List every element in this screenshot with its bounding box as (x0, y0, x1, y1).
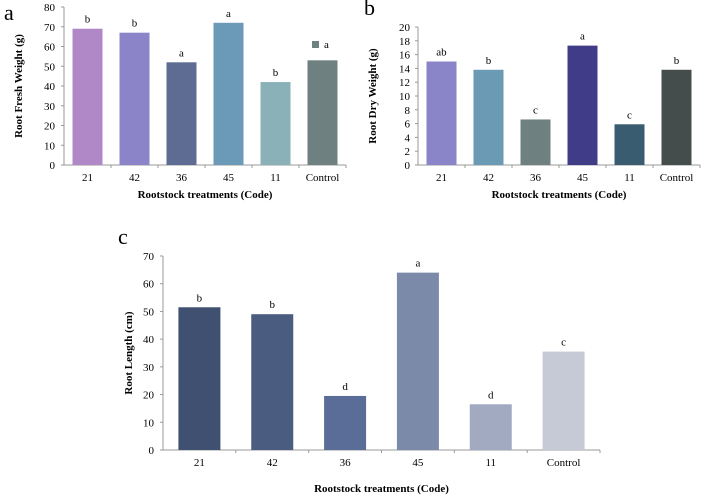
x-tick-label: 45 (577, 172, 589, 184)
x-tick-label: 11 (485, 457, 496, 469)
significance-letter: b (197, 292, 203, 304)
significance-letter: d (488, 389, 494, 401)
bar-45 (213, 22, 244, 165)
x-tick-label: 36 (530, 172, 542, 184)
y-tick-label: 14 (399, 63, 411, 75)
y-tick-label: 60 (44, 42, 56, 54)
y-tick-label: 12 (399, 77, 410, 89)
bar-11 (260, 82, 291, 165)
bar-21 (72, 28, 103, 165)
significance-letter: d (342, 381, 348, 393)
bar-42 (251, 314, 294, 450)
bar-11 (469, 404, 512, 450)
y-tick-label: 40 (143, 334, 155, 346)
x-axis-title: Rootstock treatments (Code) (138, 189, 273, 201)
x-tick-label: 42 (129, 172, 140, 184)
y-axis-title: Root Fresh Weight (g) (13, 34, 25, 138)
bar-Control (542, 351, 585, 450)
x-tick-label: 45 (223, 172, 235, 184)
y-tick-label: 50 (143, 306, 155, 318)
significance-letter: c (561, 337, 566, 349)
y-axis-title: Root Dry Weight (g) (367, 48, 379, 144)
x-tick-label: 36 (176, 172, 188, 184)
bar-21 (426, 61, 457, 165)
significance-letter: a (179, 47, 184, 59)
legend-swatch (312, 41, 319, 48)
x-tick-label: 21 (194, 457, 205, 469)
legend-label: a (324, 39, 329, 51)
y-tick-label: 10 (399, 91, 411, 103)
x-axis-title: Rootstock treatments (Code) (314, 483, 449, 495)
significance-letter: b (486, 55, 492, 67)
significance-letter: b (132, 18, 138, 30)
chart-panel-c: c 0 10 20 30 40 50 60 70 b 21 b 42 d 36 a 45 d 11 c Control R… (118, 224, 601, 495)
y-tick-label: 80 (44, 2, 56, 14)
bar-Control (307, 60, 338, 166)
bar-Control (661, 69, 692, 165)
y-tick-label: 8 (405, 105, 411, 117)
y-tick-label: 2 (405, 146, 411, 158)
y-tick-label: 0 (149, 445, 155, 457)
y-tick-label: 16 (399, 50, 411, 62)
x-tick-label: 36 (340, 457, 352, 469)
significance-letter: a (415, 258, 420, 270)
y-axis-title: Root Length (cm) (123, 311, 135, 394)
chart-panel-a: a 0 10 20 30 40 50 60 70 80 b 21 b 42 a 36 a 45 b 11 Control… (4, 0, 347, 201)
significance-letter: a (226, 8, 231, 20)
significance-letter: ab (436, 47, 447, 59)
x-tick-label: 11 (270, 172, 281, 184)
x-tick-label: 11 (624, 172, 635, 184)
y-tick-label: 30 (143, 362, 155, 374)
significance-letter: b (85, 14, 91, 26)
significance-letter: b (674, 55, 680, 67)
bar-11 (614, 124, 645, 165)
y-tick-label: 30 (44, 101, 56, 113)
x-axis-title: Rootstock treatments (Code) (492, 189, 627, 201)
y-tick-label: 70 (143, 251, 155, 263)
significance-letter: c (627, 109, 632, 121)
significance-letter: b (273, 67, 279, 79)
x-tick-label: 42 (267, 457, 278, 469)
significance-letter: b (270, 299, 276, 311)
x-tick-label: Control (660, 172, 694, 184)
y-tick-label: 20 (143, 390, 155, 402)
x-tick-label: 21 (82, 172, 93, 184)
y-tick-label: 4 (405, 132, 411, 144)
y-tick-label: 0 (405, 160, 411, 172)
significance-letter: c (533, 104, 538, 116)
y-tick-label: 60 (143, 279, 155, 291)
panel-letter: c (118, 224, 128, 249)
x-tick-label: 42 (483, 172, 494, 184)
bar-42 (473, 69, 504, 165)
bar-21 (178, 307, 221, 450)
x-tick-label: Control (306, 172, 340, 184)
panel-letter: a (4, 0, 14, 25)
panel-letter: b (364, 0, 375, 20)
x-tick-label: 21 (436, 172, 447, 184)
significance-letter: a (580, 31, 585, 43)
y-tick-label: 0 (50, 160, 56, 172)
y-tick-label: 40 (44, 81, 56, 93)
bar-45 (567, 45, 598, 165)
y-tick-label: 10 (143, 417, 155, 429)
y-tick-label: 20 (399, 22, 411, 34)
y-tick-label: 20 (44, 121, 56, 133)
y-tick-label: 6 (405, 119, 411, 131)
y-tick-label: 18 (399, 36, 411, 48)
bar-42 (119, 32, 150, 165)
y-tick-label: 70 (44, 22, 56, 34)
y-tick-label: 10 (44, 140, 56, 152)
bar-45 (396, 272, 439, 450)
bar-36 (520, 119, 551, 165)
y-tick-label: 50 (44, 61, 56, 73)
x-tick-label: Control (547, 457, 581, 469)
bar-36 (324, 395, 367, 450)
bar-36 (166, 62, 197, 165)
x-tick-label: 45 (412, 457, 424, 469)
